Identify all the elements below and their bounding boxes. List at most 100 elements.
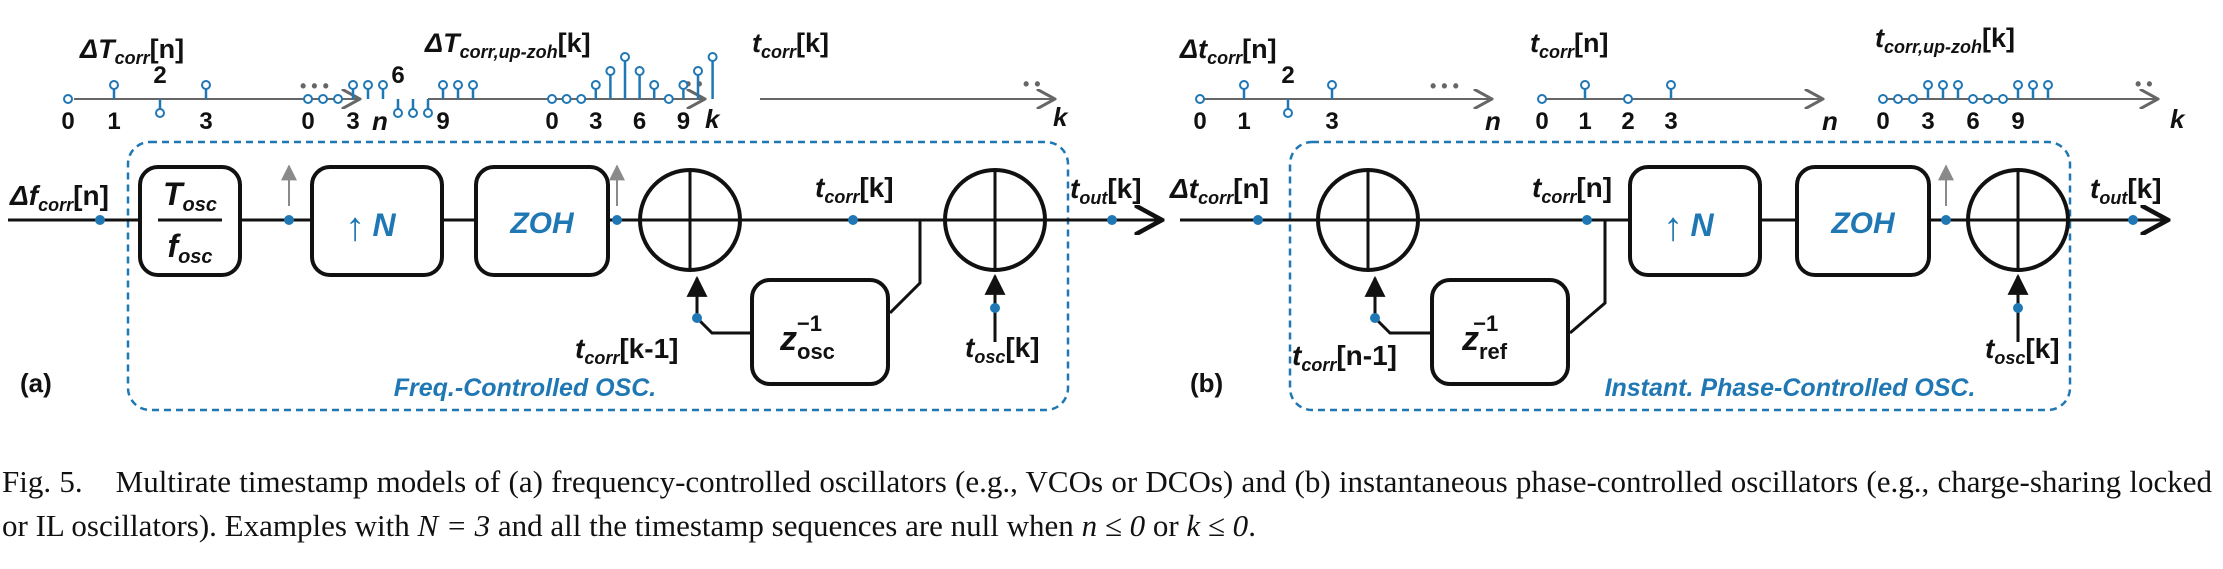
stem-marker <box>1666 80 1676 90</box>
stem-marker <box>1239 80 1249 90</box>
stem-marker <box>1580 80 1590 90</box>
tick-label: 6 <box>391 62 404 89</box>
panel-b-tag: (b) <box>1190 368 1223 398</box>
panel-a-tosc-label: tosc[k] <box>965 332 1040 367</box>
panel-a-input-node <box>95 215 105 225</box>
stem-marker <box>2028 80 2038 90</box>
panel-a-seq2-plot: ΔTcorr,up-zoh[k] k • • 0 369 <box>301 28 721 135</box>
stem-marker <box>707 52 718 62</box>
stem-marker <box>1998 94 2008 104</box>
stem-marker <box>561 94 572 104</box>
tick-label: 2 <box>153 62 166 89</box>
stem-marker <box>649 80 660 90</box>
panel-a-tosc-node <box>990 303 1000 313</box>
panel-a-seq3-plot: tcorr[k] k • • 0 3 6 9 <box>545 28 1069 135</box>
stem-marker <box>2013 80 2023 90</box>
panel-b-tout-label: tout[k] <box>2090 173 2162 208</box>
panel-a-feedback-line <box>888 220 922 315</box>
panel-b-seq2-axis-label: n <box>1822 106 1838 136</box>
stem-marker <box>303 94 313 104</box>
stem-marker <box>393 108 403 118</box>
tick-label: 9 <box>677 108 690 135</box>
stem-marker <box>201 80 211 90</box>
tick-label: 6 <box>633 108 646 135</box>
caption-label: Fig. 5. <box>2 464 83 499</box>
stem-marker <box>1968 94 1978 104</box>
stem-marker <box>1537 94 1547 104</box>
tick-label: 3 <box>1325 108 1338 135</box>
stem-marker <box>1878 94 1888 104</box>
tick-label: 9 <box>2011 108 2024 135</box>
panel-b-seq3-ellipsis: • • <box>2135 74 2153 94</box>
stem-marker <box>63 94 73 104</box>
panel-a-delay-label: zosc−1 <box>779 311 835 364</box>
panel-a-tout-label: tout[k] <box>1070 173 1142 208</box>
stem-marker <box>1327 80 1337 90</box>
stem-marker <box>620 52 630 62</box>
stem-marker <box>453 80 463 90</box>
tick-label: 1 <box>1578 108 1591 135</box>
panel-a-tcorr-k-node <box>848 215 858 225</box>
caption-text-2: and all the timestamp sequences are null… <box>490 508 1082 543</box>
panel-b-seq1-title: Δtcorr[n] <box>1179 34 1277 68</box>
panel-b-tcorr-n-label: tcorr[n] <box>1532 172 1612 207</box>
stem-marker <box>378 80 388 90</box>
panel-b-zoh-block <box>1795 165 1931 277</box>
panel-b-tout-node <box>2128 215 2138 225</box>
panel-a-seq1-plot: ΔTcorr[n] n • • • 0 1 2 3 <box>61 34 388 136</box>
stem-marker <box>408 108 418 118</box>
stem-marker <box>1283 108 1293 118</box>
caption-condition-k: k ≤ 0 <box>1186 508 1249 543</box>
panel-a-seq2-title: ΔTcorr,up-zoh[k] <box>424 28 591 62</box>
panel-b-input-label: Δtcorr[n] <box>1169 173 1269 208</box>
panel-a-node-after-zoh <box>612 215 622 225</box>
tick-label: 0 <box>545 108 558 135</box>
panel-a-upsample-label: N <box>372 207 396 243</box>
panel-b-tosc-node <box>2013 303 2023 313</box>
panel-a-upsample-block <box>310 165 444 277</box>
stem-marker <box>634 66 645 76</box>
stem-marker <box>333 94 343 104</box>
panel-a-dashed-frame <box>126 140 1070 412</box>
panel-b-tcorr-nm1-label: tcorr[n-1] <box>1292 340 1397 375</box>
caption-n-equals: N = 3 <box>417 508 491 543</box>
stem-marker <box>678 80 689 90</box>
panel-a-gain-numerator: Tosc <box>163 176 217 216</box>
panel-a-feedback-return <box>686 275 752 335</box>
panel-a: (a) Freq.-Controlled OSC. Δfcorr[n] Tosc… <box>8 28 1162 412</box>
caption-text-4: . <box>1248 508 1256 543</box>
panel-b-delay-label: zref−1 <box>1461 311 1508 364</box>
stem-marker <box>318 94 328 104</box>
stem-marker <box>438 80 448 90</box>
panel-a-tcorr-km1-node <box>692 313 702 323</box>
stem-marker <box>2043 80 2053 90</box>
stem-marker <box>363 80 373 90</box>
panel-b-seq3-title: tcorr,up-zoh[k] <box>1875 23 2015 57</box>
panel-a-tcorr-k-label: tcorr[k] <box>815 172 894 207</box>
tick-label: 1 <box>107 108 120 135</box>
panel-b-delay-block <box>1430 278 1570 386</box>
panel-a-seq1-ellipsis: • • • <box>300 76 329 96</box>
panel-b-zoh-label: ZOH <box>1830 207 1896 240</box>
panel-b: (b) Instant. Phase-Controlled OSC. Δtcor… <box>1169 23 2186 412</box>
panel-a-zoh-label: ZOH <box>509 207 575 240</box>
panel-a-node-after-gain <box>284 215 294 225</box>
panel-a-upsample-arrow-icon: ↑ <box>345 205 365 249</box>
stem-marker <box>155 108 165 118</box>
panel-a-title: Freq.-Controlled OSC. <box>394 374 657 402</box>
tick-label: 2 <box>1621 108 1634 135</box>
stem-marker <box>1908 94 1918 104</box>
panel-b-tcorr-n-node <box>1582 215 1592 225</box>
panel-a-zoh-block <box>474 165 610 277</box>
tick-label: 0 <box>1876 108 1889 135</box>
stem-marker <box>547 94 557 104</box>
tick-label: 0 <box>1193 108 1206 135</box>
panel-b-upsample-arrow-icon: ↑ <box>1663 205 1683 249</box>
stem-marker <box>423 108 433 118</box>
tick-label: 0 <box>61 108 74 135</box>
panel-a-seq3-title: tcorr[k] <box>752 28 829 62</box>
tick-label: 9 <box>436 108 449 135</box>
stem-marker <box>1623 94 1633 104</box>
stem-marker <box>1893 94 1903 104</box>
stem-marker <box>590 80 601 90</box>
